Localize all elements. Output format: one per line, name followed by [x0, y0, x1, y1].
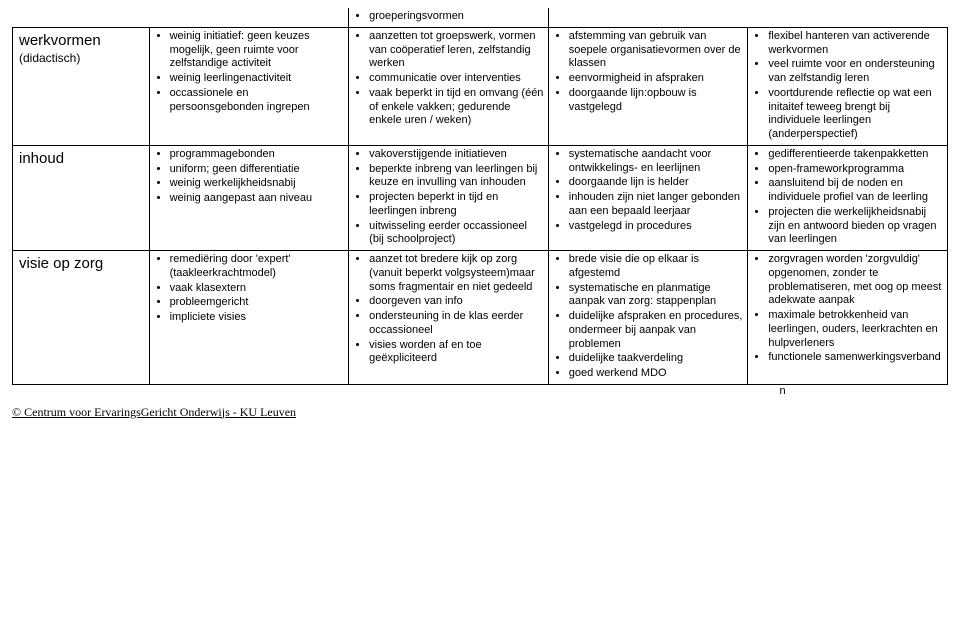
- cell-list: remediëring door 'expert' (taakleerkrach…: [154, 253, 345, 325]
- list-item: projecten die werkelijkheidsnabij zijn e…: [768, 206, 943, 247]
- list-item: gedifferentieerde takenpakketten: [768, 148, 943, 162]
- cell: systematische aandacht voor ontwikkeling…: [548, 145, 748, 250]
- table-row: inhoud programmagebondenuniform; geen dif…: [13, 145, 948, 250]
- list-item: systematische aandacht voor ontwikkeling…: [569, 148, 744, 176]
- list-item: vakoverstijgende initiatieven: [369, 148, 544, 162]
- table-header-row: groeperingsvormen: [13, 8, 948, 27]
- list-item: aanzet tot bredere kijk op zorg (vanuit …: [369, 253, 544, 294]
- row-label-main: inhoud: [19, 150, 143, 169]
- header-item: groeperingsvormen: [369, 10, 544, 24]
- cell: zorgvragen worden 'zorgvuldig' opgenomen…: [748, 251, 948, 385]
- list-item: doorgaande lijn is helder: [569, 176, 744, 190]
- list-item: weinig werkelijkheidsnabij: [170, 177, 345, 191]
- cell: afstemming van gebruik van soepele organ…: [548, 27, 748, 145]
- list-item: vastgelegd in procedures: [569, 220, 744, 234]
- cell: flexibel hanteren van activerende werkvo…: [748, 27, 948, 145]
- list-item: uitwisseling eerder occassioneel (bij sc…: [369, 220, 544, 248]
- cell: programmagebondenuniform; geen different…: [149, 145, 349, 250]
- list-item: doorgaande lijn:opbouw is vastgelegd: [569, 87, 744, 115]
- list-item: duidelijke afspraken en procedures, onde…: [569, 310, 744, 351]
- list-item: occassionele en persoonsgebonden ingrepe…: [170, 87, 345, 115]
- row-label: werkvormen(didactisch): [13, 27, 150, 145]
- header-empty-4: [748, 8, 948, 27]
- header-empty-0: [13, 8, 150, 27]
- row-label-sub: (didactisch): [19, 51, 143, 66]
- cell: aanzetten tot groepswerk, vormen van coö…: [349, 27, 549, 145]
- cell-list: brede visie die op elkaar is afgestemdsy…: [553, 253, 744, 381]
- list-item: impliciete visies: [170, 311, 345, 325]
- cell: brede visie die op elkaar is afgestemdsy…: [548, 251, 748, 385]
- list-item: systematische en planmatige aanpak van z…: [569, 282, 744, 310]
- list-item: functionele samenwerkingsverband: [768, 351, 943, 365]
- header-cell-groeperingsvormen: groeperingsvormen: [349, 8, 549, 27]
- table-row: werkvormen(didactisch) weinig initiatief:…: [13, 27, 948, 145]
- list-item: projecten beperkt in tijd en leerlingen …: [369, 191, 544, 219]
- list-item: eenvormigheid in afspraken: [569, 72, 744, 86]
- list-item: weinig leerlingenactiviteit: [170, 72, 345, 86]
- list-item: weinig initiatief: geen keuzes mogelijk,…: [170, 30, 345, 71]
- matrix-table: groeperingsvormen werkvormen(didactisch)…: [12, 8, 948, 385]
- cell-list: flexibel hanteren van activerende werkvo…: [752, 30, 943, 142]
- list-item: veel ruimte voor en ondersteuning van ze…: [768, 58, 943, 86]
- cell-list: aanzetten tot groepswerk, vormen van coö…: [353, 30, 544, 128]
- cell: aanzet tot bredere kijk op zorg (vanuit …: [349, 251, 549, 385]
- list-item: aanzetten tot groepswerk, vormen van coö…: [369, 30, 544, 71]
- cell-list: aanzet tot bredere kijk op zorg (vanuit …: [353, 253, 544, 366]
- list-item: duidelijke taakverdeling: [569, 352, 744, 366]
- list-item: flexibel hanteren van activerende werkvo…: [768, 30, 943, 58]
- list-item: inhouden zijn niet langer gebonden aan e…: [569, 191, 744, 219]
- cell: vakoverstijgende initiatievenbeperkte in…: [349, 145, 549, 250]
- list-item: goed werkend MDO: [569, 367, 744, 381]
- list-item: probleemgericht: [170, 296, 345, 310]
- list-item: programmagebonden: [170, 148, 345, 162]
- cell: gedifferentieerde takenpakkettenopen-fra…: [748, 145, 948, 250]
- list-item: maximale betrokkenheid van leerlingen, o…: [768, 309, 943, 350]
- list-item: aansluitend bij de noden en individuele …: [768, 177, 943, 205]
- list-item: vaak beperkt in tijd en omvang (één of e…: [369, 87, 544, 128]
- header-empty-3: [548, 8, 748, 27]
- list-item: voortdurende reflectie op wat een initai…: [768, 87, 943, 142]
- table-row: visie op zorg remediëring door 'expert' (…: [13, 251, 948, 385]
- cell-list: systematische aandacht voor ontwikkeling…: [553, 148, 744, 234]
- list-item: remediëring door 'expert' (taakleerkrach…: [170, 253, 345, 281]
- list-item: afstemming van gebruik van soepele organ…: [569, 30, 744, 71]
- cell-list: vakoverstijgende initiatievenbeperkte in…: [353, 148, 544, 247]
- cell-list: zorgvragen worden 'zorgvuldig' opgenomen…: [752, 253, 943, 365]
- cell: remediëring door 'expert' (taakleerkrach…: [149, 251, 349, 385]
- row-label-main: werkvormen: [19, 32, 143, 51]
- list-item: vaak klasextern: [170, 282, 345, 296]
- row-label: visie op zorg: [13, 251, 150, 385]
- trailing-char: n: [780, 385, 948, 399]
- cell-list: gedifferentieerde takenpakkettenopen-fra…: [752, 148, 943, 247]
- list-item: beperkte inbreng van leerlingen bij keuz…: [369, 163, 544, 191]
- list-item: zorgvragen worden 'zorgvuldig' opgenomen…: [768, 253, 943, 308]
- list-item: brede visie die op elkaar is afgestemd: [569, 253, 744, 281]
- list-item: ondersteuning in de klas eerder occassio…: [369, 310, 544, 338]
- footer-copyright: © Centrum voor ErvaringsGericht Onderwij…: [12, 405, 948, 420]
- list-item: weinig aangepast aan niveau: [170, 192, 345, 206]
- cell-list: afstemming van gebruik van soepele organ…: [553, 30, 744, 115]
- header-empty-1: [149, 8, 349, 27]
- list-item: open-frameworkprogramma: [768, 163, 943, 177]
- cell-list: weinig initiatief: geen keuzes mogelijk,…: [154, 30, 345, 115]
- cell: weinig initiatief: geen keuzes mogelijk,…: [149, 27, 349, 145]
- cell-list: programmagebondenuniform; geen different…: [154, 148, 345, 206]
- list-item: visies worden af en toe geëxpliciteerd: [369, 339, 544, 367]
- list-item: communicatie over interventies: [369, 72, 544, 86]
- list-item: doorgeven van info: [369, 295, 544, 309]
- row-label: inhoud: [13, 145, 150, 250]
- row-label-main: visie op zorg: [19, 255, 143, 274]
- list-item: uniform; geen differentiatie: [170, 163, 345, 177]
